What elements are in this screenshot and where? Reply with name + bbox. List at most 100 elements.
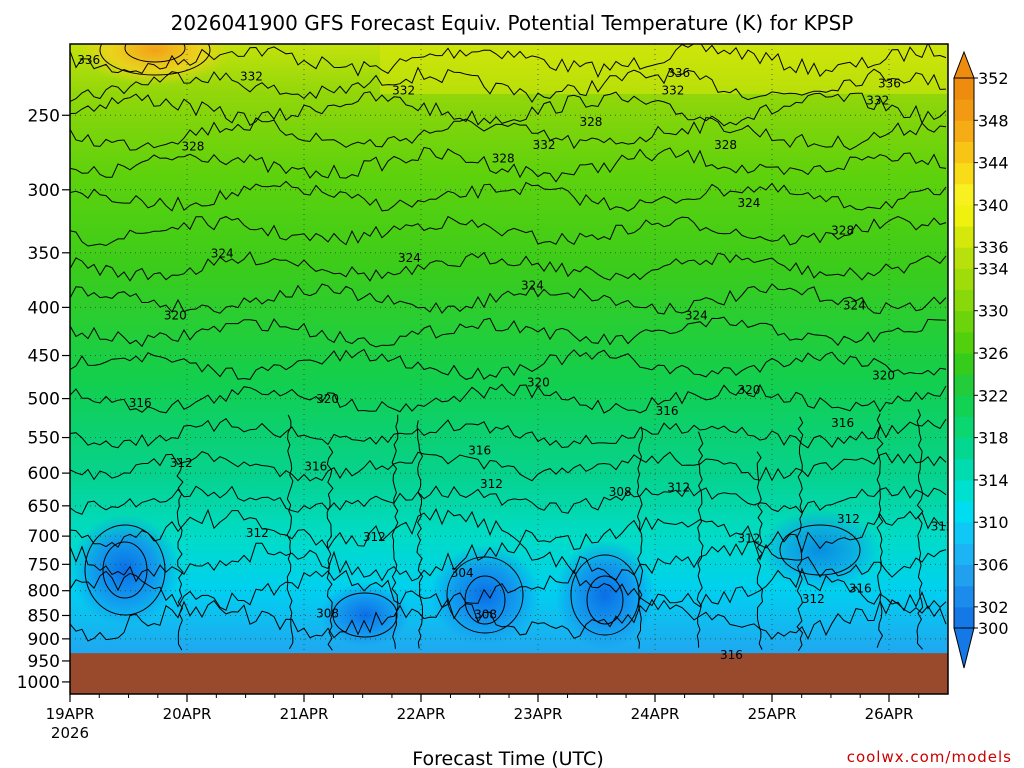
contour-line [70, 251, 947, 282]
contour-label: 320 [872, 368, 895, 382]
contour-label: 336 [77, 53, 100, 67]
colorbar-label: 340 [978, 196, 1009, 215]
cool-pocket-22apr [430, 545, 540, 645]
contour-loop [332, 592, 398, 638]
y-tick-label: 600 [28, 464, 60, 484]
contour-line [70, 383, 947, 414]
colorbar-bottom-arrow [953, 627, 975, 669]
contour-label: 312 [667, 480, 690, 494]
contour-line [70, 283, 947, 315]
colorbar-swatch [954, 353, 974, 375]
y-tick-label: 300 [28, 181, 60, 201]
colorbar-swatch [954, 310, 974, 333]
colorbar-label: 352 [978, 69, 1009, 88]
contour-label: 324 [843, 298, 866, 312]
contour-label: 320 [316, 392, 339, 406]
colorbar-swatch [954, 120, 974, 142]
y-tick-label: 550 [28, 429, 60, 449]
colorbar-label: 318 [978, 429, 1009, 448]
contour-label: 312 [170, 456, 193, 470]
contour-loop [570, 554, 640, 636]
cool-pocket-right [760, 510, 880, 590]
colorbar-label: 344 [978, 154, 1009, 173]
x-axis-label: Forecast Time (UTC) [412, 748, 603, 768]
colorbar-swatch [954, 522, 974, 544]
contour-lines [70, 44, 947, 652]
colorbar-swatch [954, 289, 974, 312]
colorbar-swatch [954, 374, 974, 396]
contour-label: 320 [738, 383, 761, 397]
contour-label: 312 [802, 592, 825, 606]
contour-label: 316 [656, 404, 679, 418]
contour-label: 328 [714, 138, 737, 152]
contour-streak [636, 426, 644, 649]
contour-label: 312 [837, 512, 860, 526]
contour-loop [84, 524, 166, 616]
contour-line [70, 567, 947, 612]
contour-label: 312 [738, 531, 761, 545]
contour-streak [176, 457, 184, 651]
colorbar-label: 300 [978, 619, 1009, 638]
contour-loop [779, 524, 861, 576]
colorbar-label: 330 [978, 302, 1009, 321]
colorbar-swatch [954, 564, 974, 587]
contour-label: 328 [181, 140, 204, 154]
y-tick-label: 1000 [17, 673, 60, 693]
contour-label: 324 [738, 196, 761, 210]
contour-label: 308 [609, 485, 632, 499]
contour-label: 308 [474, 607, 497, 621]
colorbar-swatch [954, 162, 974, 185]
colorbar-label: 336 [978, 238, 1009, 257]
colorbar-swatch [954, 458, 974, 481]
contour-label: 328 [579, 115, 602, 129]
colorbar-swatch [954, 479, 974, 502]
x-tick-label: 19APR [46, 705, 95, 723]
y-tick-label: 350 [28, 244, 60, 264]
contour-label: 316 [831, 416, 854, 430]
colorbar-swatch [954, 141, 974, 164]
colorbar-top-arrow [953, 50, 975, 79]
x-axis: 19APR 20APR 21APR 22APR 23APR 24APR 25APR 26APR [46, 694, 920, 723]
x-tick-label: 20APR [163, 705, 212, 723]
contour-label: 324 [211, 246, 234, 260]
contour-label: 332 [661, 83, 684, 97]
colorbar-label: 306 [978, 556, 1009, 575]
contour-labels: 336 332 332 332 336 332 336 332 328 328 328 328 324 3… [77, 53, 954, 662]
colorbar-label: 326 [978, 344, 1009, 363]
contour-loop [124, 44, 186, 63]
x-tick-label: 22APR [397, 705, 446, 723]
colorbar-swatch [954, 226, 974, 248]
contour-label: 316 [129, 396, 152, 410]
contour-line [70, 66, 947, 103]
colorbar-swatch [954, 268, 974, 291]
colorbar-swatch [954, 99, 974, 121]
contour-label: 332 [866, 94, 889, 108]
contour-label: 312 [931, 520, 954, 534]
contour-label: 320 [164, 308, 187, 322]
contour-loop [102, 541, 148, 599]
x-tick-label: 24APR [631, 705, 680, 723]
contour-line [70, 116, 947, 151]
contour-label: 312 [246, 526, 269, 540]
contour-label: 308 [316, 606, 339, 620]
contour-label: 316 [720, 648, 743, 662]
y-axis: 250 300 350 400 450 500 550 600 650 700 750 800 850 9… [17, 106, 70, 693]
contour-label: 336 [667, 66, 690, 80]
contour-label: 328 [492, 152, 515, 166]
contour-line [70, 44, 947, 79]
contour-label: 316 [304, 460, 327, 474]
contour-streak [326, 446, 334, 651]
contour-label: 316 [849, 582, 872, 596]
y-tick-label: 450 [28, 347, 60, 367]
colorbar-swatch [954, 247, 974, 269]
colorbar-swatch [954, 331, 974, 354]
contour-streak [416, 420, 424, 649]
x-tick-label: 25APR [748, 705, 797, 723]
x-axis-year: 2026 [51, 724, 89, 742]
contour-streak [796, 416, 804, 652]
colorbar-label: 302 [978, 598, 1009, 617]
colorbar-swatch [954, 183, 974, 206]
contour-loop [446, 556, 524, 634]
contour-label: 312 [363, 530, 386, 544]
